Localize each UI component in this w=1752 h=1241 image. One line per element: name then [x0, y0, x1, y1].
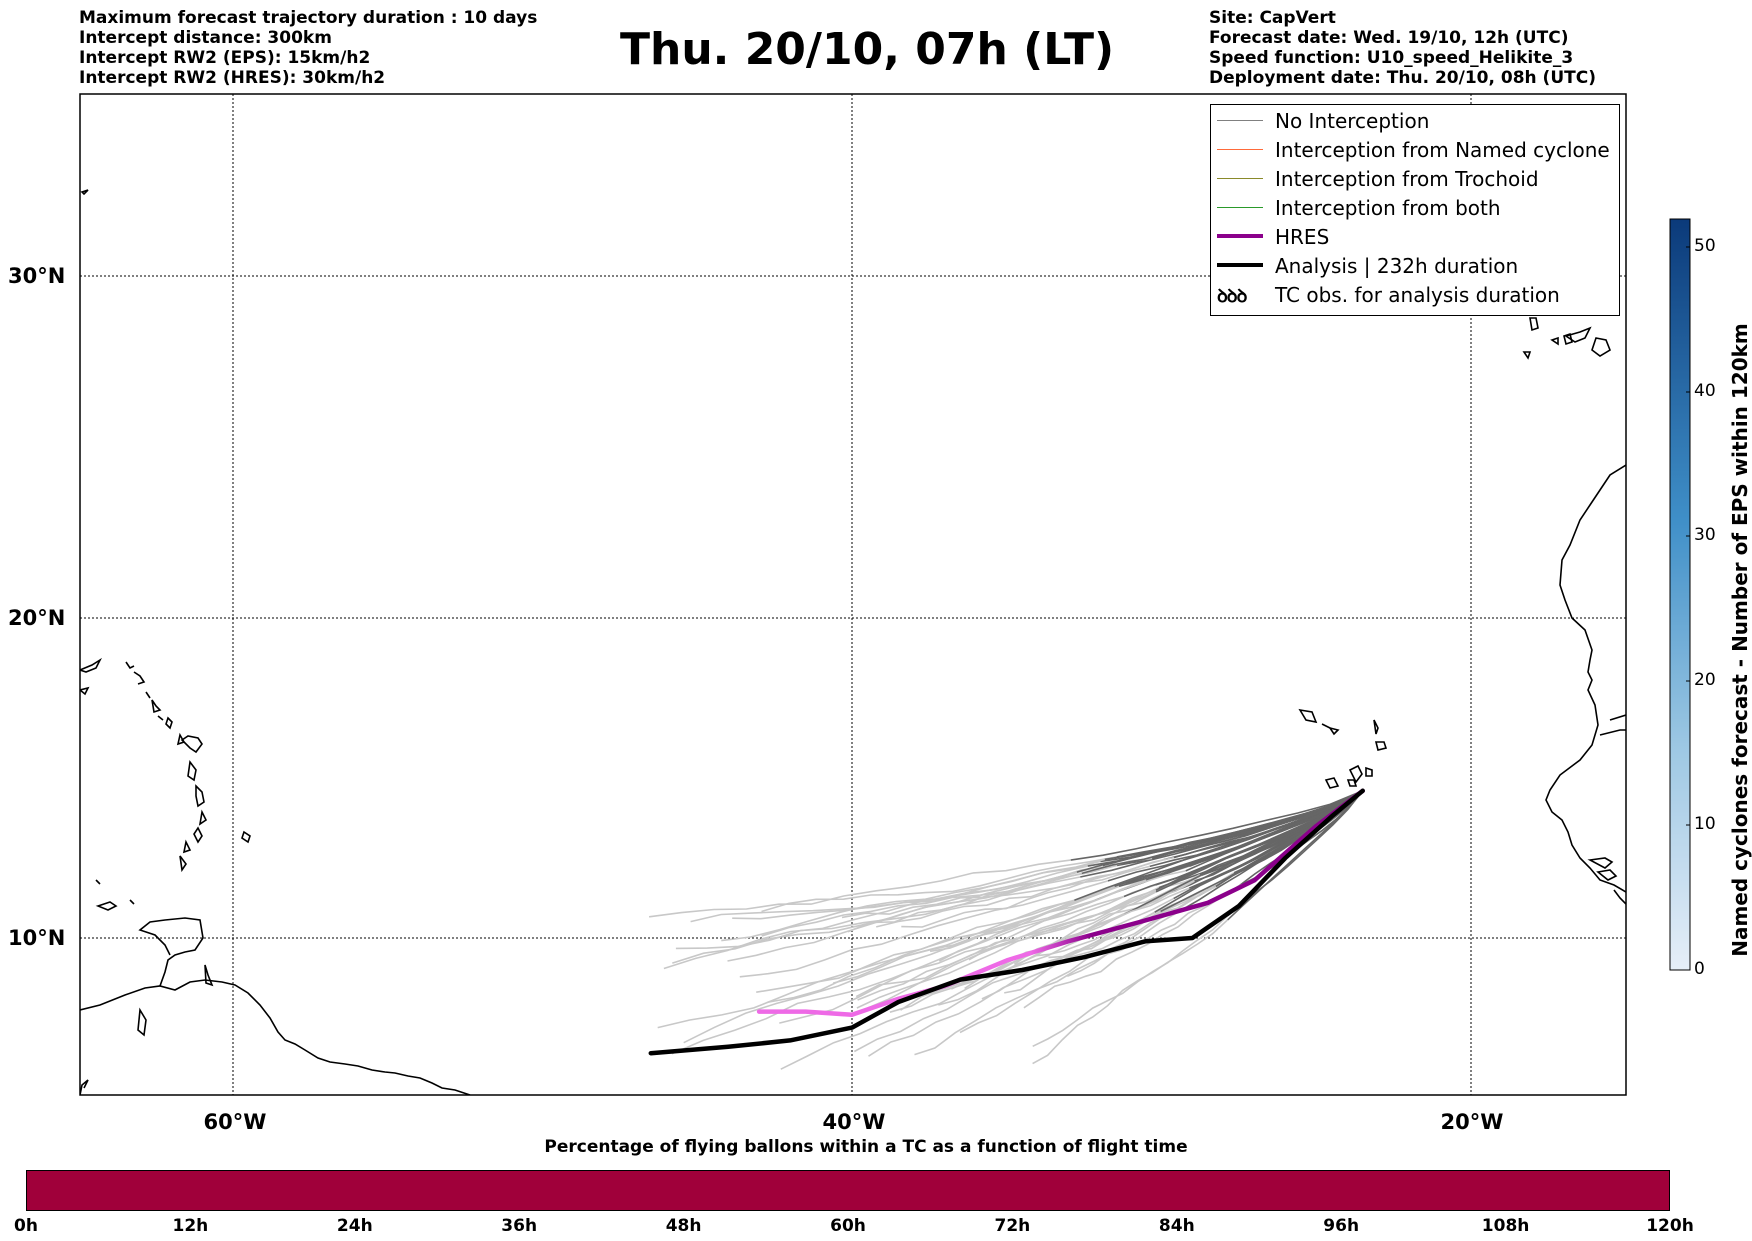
analysis-trajectory — [648, 788, 1365, 1056]
legend-label: Interception from Trochoid — [1275, 167, 1539, 191]
map-frame — [79, 93, 1627, 1096]
legend-swatch — [1217, 120, 1263, 121]
legend-swatch — [1217, 207, 1263, 208]
timebar-tick-label: 24h — [336, 1216, 373, 1236]
eps-trajectory-far — [1032, 919, 1229, 1065]
max-duration-text: Maximum forecast trajectory duration : 1… — [79, 8, 538, 28]
lon-tick-40w: 40°W — [822, 1110, 886, 1134]
eps-trajectory-far — [739, 880, 1109, 978]
intercept-distance-text: Intercept distance: 300km — [79, 28, 332, 48]
legend-item-named-cyclone: Interception from Named cyclone — [1211, 136, 1619, 165]
colorbar-tick-50: 50 — [1694, 236, 1716, 256]
eps-trajectories — [648, 790, 1364, 1070]
legend-label: TC obs. for analysis duration — [1275, 283, 1560, 307]
speed-function-text: Speed function: U10_speed_Helikite_3 — [1209, 48, 1574, 68]
eps-trajectory-near — [1104, 790, 1364, 861]
hres-trajectory — [756, 788, 1365, 1018]
eps-trajectory-far — [732, 858, 1105, 920]
eps-trajectory-near — [1227, 790, 1364, 921]
eps-trajectory-far — [1023, 894, 1225, 1009]
timebar-tick-label: 12h — [172, 1216, 209, 1236]
colorbar-ticks — [1686, 246, 1690, 971]
timebar — [26, 1170, 1670, 1211]
page-title: Thu. 20/10, 07h (LT) — [620, 24, 1115, 75]
legend-item-no-interception: No Interception — [1211, 107, 1619, 136]
eps-trajectory-far — [841, 865, 1150, 919]
colorbar-tick-30: 30 — [1694, 525, 1716, 545]
tc-icon: ꝺꝺꝺ — [1217, 286, 1247, 307]
legend-swatch — [1217, 149, 1263, 150]
eps-trajectory-far — [663, 871, 1078, 970]
legend-label: Interception from Named cyclone — [1275, 138, 1610, 162]
legend-item-tc-obs: ꝺꝺꝺ TC obs. for analysis duration — [1211, 281, 1619, 310]
coastlines — [80, 189, 1626, 1095]
timebar-tick-label: 48h — [665, 1216, 702, 1236]
eps-trajectory-far — [868, 910, 1161, 1057]
eps-trajectory-far — [648, 859, 1071, 918]
eps-trajectory-near — [1074, 790, 1364, 902]
timebar-tick-label: 36h — [501, 1216, 538, 1236]
legend-item-both: Interception from both — [1211, 194, 1619, 223]
legend-item-hres: HRES — [1211, 223, 1619, 252]
lat-tick-20n: 20°N — [8, 606, 66, 630]
eps-trajectory-far — [1032, 915, 1229, 1048]
eps-trajectory-near — [1070, 790, 1364, 861]
eps-trajectory-far — [856, 889, 1157, 1009]
lon-tick-20w: 20°W — [1440, 1110, 1504, 1134]
timebar-tick-label: 84h — [1158, 1216, 1195, 1236]
map-legend: No Interception Interception from Named … — [1210, 104, 1620, 316]
header-left-info: Maximum forecast trajectory duration : 1… — [79, 8, 537, 88]
eps-trajectory-far — [779, 895, 1125, 1024]
legend-label: Analysis | 232h duration — [1275, 254, 1519, 278]
timebar-tick-label: 0h — [14, 1216, 38, 1236]
legend-label: HRES — [1275, 225, 1330, 249]
legend-item-trochoid: Interception from Trochoid — [1211, 165, 1619, 194]
deployment-date-text: Deployment date: Thu. 20/10, 08h (UTC) — [1209, 68, 1596, 88]
legend-label: No Interception — [1275, 109, 1430, 133]
site-text: Site: CapVert — [1209, 8, 1336, 28]
timebar-tick-label: 108h — [1481, 1216, 1530, 1236]
colorbar-label: Named cyclones forecast - Number of EPS … — [1728, 323, 1752, 957]
eps-trajectory-far — [761, 856, 1117, 913]
legend-swatch — [1217, 263, 1263, 267]
eps-trajectory-far — [766, 885, 1120, 1004]
eps-trajectory-far — [900, 897, 1174, 1011]
colorbar-tick-10: 10 — [1694, 814, 1716, 834]
eps-trajectory-near — [1124, 790, 1364, 915]
colorbar-tick-20: 20 — [1694, 670, 1716, 690]
legend-label: Interception from both — [1275, 196, 1501, 220]
colorbar-tick-40: 40 — [1694, 381, 1716, 401]
lat-tick-10n: 10°N — [8, 926, 66, 950]
lon-tick-60w: 60°W — [203, 1110, 267, 1134]
cyclone-colorbar — [1669, 218, 1691, 971]
legend-swatch — [1217, 234, 1263, 238]
eps-trajectory-far — [671, 905, 1081, 1055]
eps-trajectory-far — [929, 870, 1186, 953]
legend-swatch — [1217, 178, 1263, 179]
timebar-tick-label: 120h — [1646, 1216, 1694, 1236]
lat-tick-30n: 30°N — [8, 264, 66, 288]
colorbar-tick-0: 0 — [1694, 959, 1705, 979]
legend-item-analysis: Analysis | 232h duration — [1211, 252, 1619, 281]
eps-trajectory-far — [855, 884, 1156, 998]
intercept-hres-text: Intercept RW2 (HRES): 30km/h2 — [79, 68, 386, 88]
timebar-tick-label: 72h — [994, 1216, 1031, 1236]
eps-trajectory-far — [901, 856, 1175, 928]
timebar-tick-label: 60h — [830, 1216, 866, 1236]
forecast-date-text: Forecast date: Wed. 19/10, 12h (UTC) — [1209, 28, 1569, 48]
eps-trajectory-far — [857, 891, 1157, 1001]
intercept-eps-text: Intercept RW2 (EPS): 15km/h2 — [79, 48, 371, 68]
timebar-tick-label: 96h — [1323, 1216, 1360, 1236]
eps-trajectory-far — [914, 910, 1180, 1056]
eps-trajectory-far — [657, 899, 1075, 1029]
eps-trajectory-far — [1004, 885, 1217, 994]
timebar-title: Percentage of flying ballons within a TC… — [544, 1137, 1188, 1157]
header-right-info: Site: CapVert Forecast date: Wed. 19/10,… — [1209, 8, 1596, 88]
eps-trajectory-far — [853, 911, 1156, 1053]
